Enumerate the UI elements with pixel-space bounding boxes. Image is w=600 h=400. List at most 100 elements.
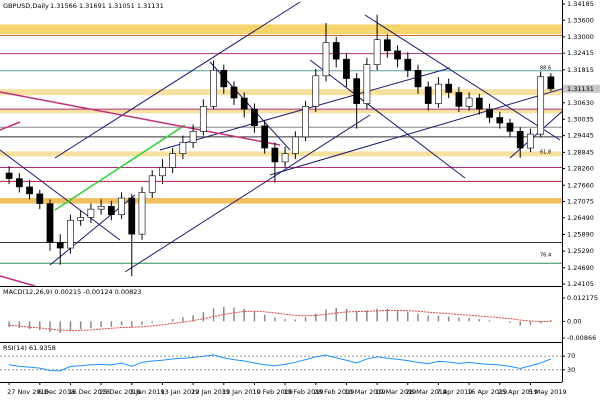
trend-line — [309, 59, 466, 179]
candle-body — [87, 208, 95, 218]
y-tick-label: 1.29445 — [567, 132, 594, 140]
candle-body — [302, 106, 309, 138]
candle-body — [281, 153, 289, 163]
x-tick-label: 28 Feb 2019 — [314, 388, 354, 396]
candle-body — [230, 86, 238, 99]
y-tick-label: 1.30630 — [567, 99, 594, 107]
candle-body — [148, 175, 156, 193]
header-price: 1.31051 — [108, 2, 135, 10]
candle-body — [445, 83, 453, 93]
candle-body — [67, 219, 74, 249]
candle-body — [373, 39, 381, 65]
fib-label: 88.6 — [540, 65, 551, 71]
candle-body — [261, 125, 269, 149]
candle-body — [394, 50, 401, 60]
candle-body — [251, 108, 258, 127]
macd-title: MACD(12,26,9) 0.00215 -0.00124 0.00823 — [3, 288, 142, 296]
candle-body — [240, 97, 248, 110]
x-tick-label: 3 Jan 2019 — [130, 388, 165, 396]
x-tick-label: 13 Jan 2019 — [160, 388, 199, 396]
x-tick-label: 27 Nov 2018 — [7, 388, 49, 396]
candle-body — [383, 39, 391, 52]
x-tick-label: 16 Dec 2018 — [68, 388, 110, 396]
x-tick-label: 19 Mar 2019 — [375, 388, 416, 396]
candle-body — [527, 133, 534, 149]
y-tick-label: 0.012175 — [567, 294, 598, 302]
symbol: GBPUSD,Daily — [3, 2, 49, 10]
x-tick-label: 28 Mar 2019 — [406, 388, 447, 396]
candle-body — [414, 69, 422, 88]
y-tick-label: 1.33000 — [567, 33, 594, 41]
x-tick-label: 10 Feb 2019 — [252, 388, 292, 396]
candle-body — [128, 197, 136, 235]
y-tick-label: 1.30035 — [567, 115, 594, 123]
y-tick-label: 30 — [567, 366, 575, 374]
header-price: 1.31566 — [50, 2, 77, 10]
y-tick-label: 0.00 — [567, 317, 581, 325]
trend-line — [0, 91, 281, 146]
candle-body — [537, 76, 545, 135]
x-tick-label: 25 Apr 2019 — [498, 388, 538, 396]
y-tick-label: 1.33600 — [567, 16, 594, 24]
candle-body — [547, 76, 555, 90]
x-tick-label: 7 Apr 2019 — [436, 388, 472, 396]
y-tick-label: 1.27075 — [567, 198, 594, 206]
candle-body — [332, 42, 340, 60]
candle-body — [312, 75, 320, 107]
candle-body — [36, 193, 44, 204]
y-tick-label: 1.27660 — [567, 181, 594, 189]
candle-body — [199, 106, 207, 132]
candle-body — [353, 78, 361, 104]
candle-body — [475, 97, 483, 110]
y-tick-label: 1.26490 — [567, 214, 594, 222]
trend-line — [54, 124, 186, 211]
price-tag — [563, 84, 600, 93]
candle-body — [138, 192, 146, 235]
candle-body — [159, 167, 166, 177]
x-tick-label: 5 May 2019 — [528, 388, 566, 396]
x-tick-label: 25 Dec 2018 — [99, 388, 141, 396]
candle-body — [179, 142, 187, 154]
candle-body — [322, 42, 330, 77]
x-tick-label: 22 Jan 2019 — [191, 388, 230, 396]
trend-line — [0, 149, 121, 241]
trend-line — [0, 121, 21, 131]
candle-body — [435, 83, 442, 104]
y-tick-label: 1.24690 — [567, 264, 594, 272]
x-tick-label: 31 Jan 2019 — [222, 388, 261, 396]
candle-body — [465, 97, 473, 107]
header-price: 1.31691 — [79, 2, 106, 10]
price-zone — [0, 109, 562, 114]
candle-body — [26, 186, 33, 195]
channel-line — [54, 1, 301, 159]
trendlines — [0, 1, 562, 286]
rsi-line — [9, 354, 552, 372]
current-price: 1.31131 — [567, 85, 594, 93]
header-prices: 1.31566 1.31691 1.31051 1.31131 — [50, 2, 164, 10]
x-tick-label: 10 Mar 2019 — [344, 388, 385, 396]
candle-body — [107, 206, 115, 215]
candle-body — [343, 58, 350, 79]
candle-body — [291, 136, 299, 154]
price-zone — [0, 89, 562, 96]
y-tick-label: 1.25890 — [567, 230, 594, 238]
header-price: 1.31131 — [137, 2, 164, 10]
x-tick-label: 19 Feb 2019 — [283, 388, 323, 396]
candle-body — [455, 92, 463, 107]
price-zone — [0, 198, 562, 204]
candle-body — [5, 172, 13, 179]
candle-body — [97, 206, 105, 210]
fib-label: 61.8 — [540, 149, 551, 155]
trend-line — [269, 88, 562, 176]
candle-layer — [5, 14, 555, 277]
fib-label: 76.4 — [540, 252, 551, 258]
rsi-title: RSI(14) 61.9358 — [3, 344, 56, 352]
candle-body — [506, 122, 514, 132]
y-tick-label: 1.25290 — [567, 247, 594, 255]
candle-body — [220, 69, 228, 88]
y-tick-label: -0.00866 — [567, 334, 596, 342]
candle-body — [486, 108, 493, 118]
candle-body — [77, 217, 85, 221]
candle-body — [56, 242, 64, 249]
